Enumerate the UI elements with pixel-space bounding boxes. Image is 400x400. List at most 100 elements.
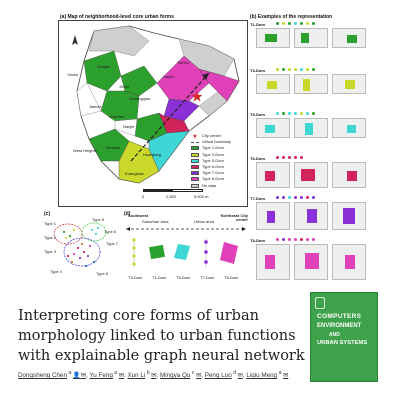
author-markers: a [112,370,119,376]
author-link[interactable]: Xun Li [127,372,146,380]
author-list: Dongsheng Chen a 👤✉, Yu Feng a ✉, Xun Li… [18,370,289,380]
b-thumb [332,162,366,188]
node-dot [300,238,303,241]
b-row-dots [276,196,315,199]
cluster-point [64,236,68,240]
mail-icon: ✉ [118,372,124,380]
map-label-xiaoxian: Xiaoxian [109,114,125,119]
node-dot [294,238,297,241]
legend-label: Type 3-Dom [202,151,224,157]
panel-b: T1-Dom T3-Dom T5-Dom T6-Dom T7-Dom T8-Do… [250,20,382,290]
scale-label-5000: 5,000 m [194,194,209,199]
node-dot [300,22,303,25]
node-dot [306,22,309,25]
legend-no-data: No data [191,183,231,189]
d-item-label: T1-Dom [152,275,167,280]
d-graph-t5 [174,244,190,260]
node-dot [288,22,291,25]
d-header-mid1: Suburban area [142,219,169,224]
node-dot [294,196,297,199]
author-link[interactable]: Mingya Qu [159,372,191,380]
panel-c-label: (c) [44,211,51,217]
legend-label: City center [202,133,222,139]
cluster-point [72,228,76,232]
cover-line-3: AND [329,332,340,338]
author-link[interactable]: Yu Feng [89,372,113,380]
b-thumb [294,28,328,48]
swatch-icon [191,146,199,151]
journal-cover[interactable]: COMPUTERS ENVIRONMENT AND URBAN SYSTEMS [310,292,378,382]
node-dot [300,156,303,159]
b-thumb [294,162,328,188]
cluster-point [92,260,96,264]
map-label-jinxin: Jinxin [119,84,130,89]
c-type-label: Type 4 [50,269,63,274]
b-thumb [332,202,366,230]
cluster-point [66,254,70,258]
author-markers: b [145,370,152,376]
b-thumb [294,244,328,280]
node-dot [306,68,309,71]
b-thumb [256,244,290,280]
node-dot [306,196,309,199]
node-dot [282,112,285,115]
cover-line-4: URBAN SYSTEMS [317,340,368,346]
b-thumb [332,28,366,48]
city-center-star [191,91,203,102]
node-dot [312,22,315,25]
node-dot [300,68,303,71]
cluster-point [72,252,76,256]
map-label-tianqiao: Tianqiao [105,145,121,150]
d-item-label: T3-Dom [128,275,143,280]
c-type-label: Type 7 [106,241,119,246]
region-no-data-1 [88,25,150,57]
node-dot [282,22,285,25]
legend-label: Type 8-Dom [202,176,224,182]
map-frame: Yaohu Xinqiao Tianhu Hanlin Jinxin Shuan… [58,20,248,207]
person-icon: 👤 [72,372,81,380]
author-link[interactable]: Dongsheng Chen [18,372,68,380]
cluster-point [78,256,82,260]
d-graph-t6 [220,242,238,264]
node-dot [312,196,315,199]
author-link[interactable]: Liqiu Meng [246,372,278,380]
b-row-label: T6-Dom [250,156,265,161]
c-type-label: Type 3 [44,249,57,254]
cluster-point [88,244,92,248]
panel-b-title: (b) Examples of the representation [250,14,333,20]
b-row-label: T5-Dom [250,112,265,117]
cluster-point [70,260,74,264]
d-item-label: T5-Dom [176,275,191,280]
author-link[interactable]: Peng Luo [204,372,232,380]
author-markers: d [231,370,238,376]
node-dot [288,196,291,199]
panel-c: Type 1 Type 2 Type 3 Type 4 Type 5 Type … [44,216,120,282]
mail-icon: ✉ [282,372,289,380]
cluster-ellipse [63,237,101,267]
panel-d-label: (d) [124,211,131,217]
b-row-label: T7-Dom [250,196,265,201]
d-arrow [126,227,246,231]
paper-title: Interpreting core forms of urban morphol… [18,308,305,364]
c-type-label: Type 2 [44,235,57,240]
map-legend: ★ City center Virtual boundary Type 1-Do… [191,133,231,189]
b-row-dots [276,238,315,241]
node-dot [282,156,285,159]
d-header-left: Southwest [128,213,149,218]
swatch-icon [191,171,199,176]
neighborhood-map [72,25,240,184]
d-graph-t7 [204,238,208,268]
star-icon: ★ [192,133,198,140]
legend-label: Type 7-Dom [202,170,224,176]
mail-icon: ✉ [195,372,202,380]
node-dot [294,22,297,25]
b-thumb [256,202,290,230]
node-dot [306,238,309,241]
region-type1-a [83,50,122,92]
b-thumb [256,162,290,188]
node-dot [288,112,291,115]
node-dot [288,238,291,241]
d-header-right: Northeast City center [220,213,248,222]
panel-d: Southwest Suburban area Urban area North… [124,214,248,284]
mail-icon: ✉ [237,372,243,380]
